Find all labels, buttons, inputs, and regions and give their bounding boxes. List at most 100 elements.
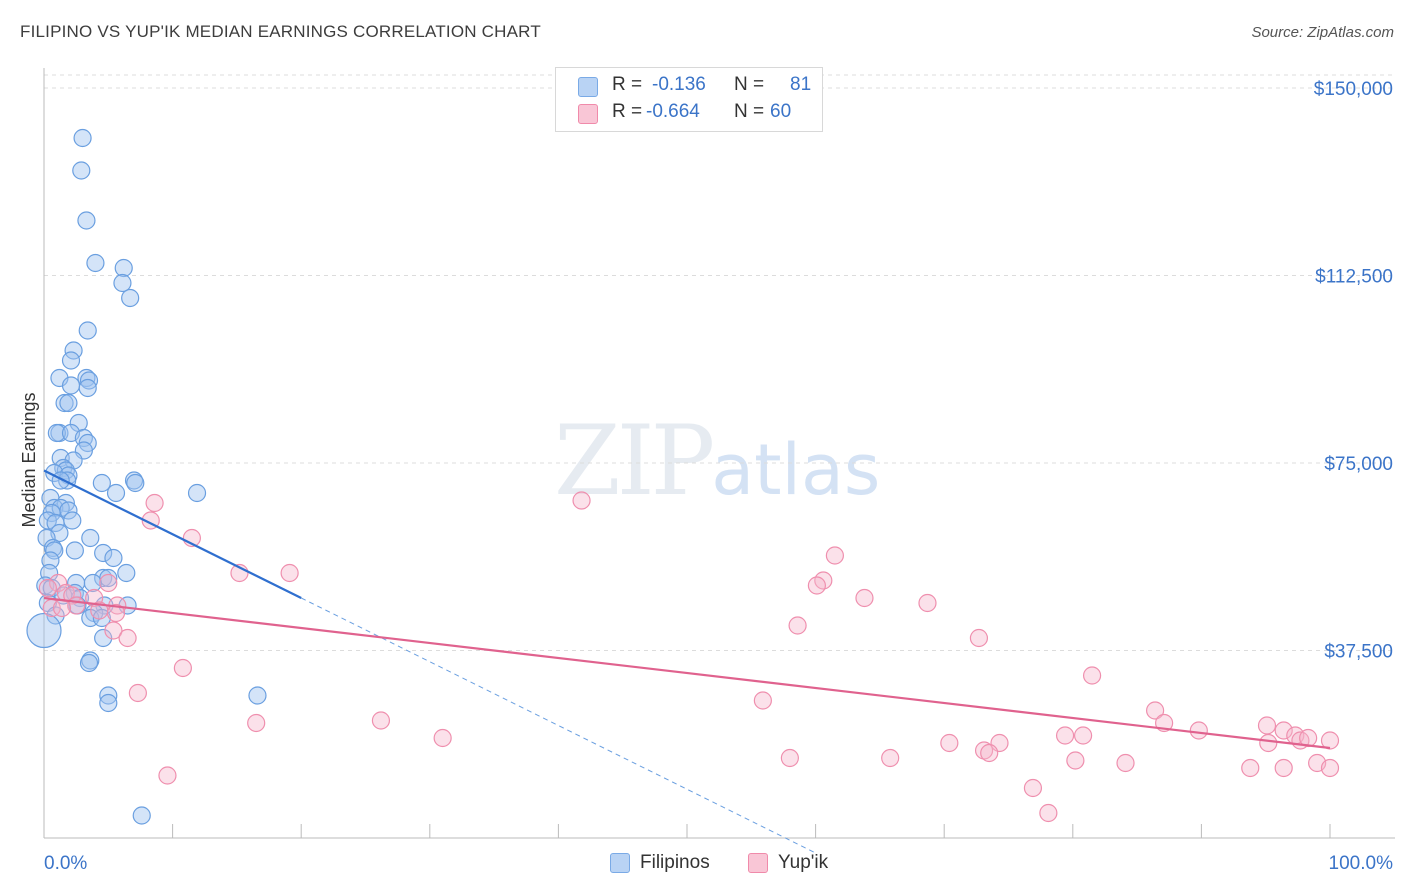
filipinos-point-35 <box>106 483 126 503</box>
filipinos-point-75 <box>94 628 113 648</box>
chart-title: FILIPINO VS YUP'IK MEDIAN EARNINGS CORRE… <box>20 22 541 41</box>
filipinos-point-36 <box>187 483 207 503</box>
yupik-point-50 <box>780 748 799 768</box>
filipinos-point-80 <box>99 693 118 713</box>
yupik-point-1 <box>145 493 164 513</box>
yupik-trend-line <box>43 596 1331 750</box>
legend-n-value: 81 <box>790 74 812 95</box>
filipinos-point-57 <box>94 568 113 588</box>
x-tick-label-0: 0.0% <box>44 853 87 874</box>
filipinos-point-15 <box>55 393 74 413</box>
yupik-point-11 <box>38 578 57 598</box>
yupik-point-10 <box>807 576 826 595</box>
legend-r-value: -0.136 <box>652 74 706 95</box>
yupik-point-23 <box>788 616 807 635</box>
x-tick-label-1: 100.0% <box>1329 853 1394 874</box>
yupik-point-37 <box>1274 721 1293 740</box>
yupik-point-4 <box>825 546 844 565</box>
yupik-point-22 <box>106 603 126 623</box>
filipinos-point-51 <box>65 541 84 560</box>
yupik-point-24 <box>104 621 123 640</box>
filipinos-point-6 <box>121 288 140 308</box>
watermark-zip: ZIP <box>554 405 715 517</box>
legend-swatch-filipinos <box>578 77 598 97</box>
yupik-point-57 <box>1320 758 1340 778</box>
yupik-point-60 <box>1039 803 1058 823</box>
filipinos-point-14 <box>78 378 97 398</box>
filipinos-point-31 <box>51 471 70 490</box>
filipinos-point-16 <box>59 393 78 413</box>
filipinos-point-0 <box>73 128 92 148</box>
bottom-legend-swatch-filipinos <box>610 853 630 873</box>
legend-n-value: 60 <box>770 101 792 122</box>
filipinos-point-19 <box>47 423 66 443</box>
filipinos-point-55 <box>117 563 136 583</box>
filipinos-point-1 <box>72 161 91 180</box>
y-tick-label-2: $112,500 <box>1315 267 1393 288</box>
yupik-point-58 <box>158 766 177 785</box>
filipinos-point-53 <box>104 548 123 568</box>
yupik-point-53 <box>1116 753 1135 773</box>
yupik-point-41 <box>1073 726 1093 745</box>
filipinos-point-5 <box>113 273 132 293</box>
filipinos-trend-line <box>43 469 302 599</box>
filipinos-point-3 <box>86 253 105 273</box>
yupik-point-0 <box>572 491 591 510</box>
yupik-point-52 <box>1066 751 1085 770</box>
yupik-point-30 <box>128 683 147 703</box>
filipinos-trend-extension <box>300 597 816 854</box>
filipinos-point-48 <box>81 528 100 548</box>
legend-r-value: -0.664 <box>646 101 700 122</box>
yupik-point-31 <box>1146 701 1165 720</box>
filipinos-point-4 <box>114 258 133 278</box>
yupik-point-25 <box>118 628 137 648</box>
y-tick-label-3: $150,000 <box>1314 79 1393 100</box>
yupik-point-6 <box>280 563 299 583</box>
filipinos-point-34 <box>126 473 145 493</box>
legend-n-label: N = <box>734 74 765 95</box>
filipinos-point-79 <box>248 686 267 705</box>
yupik-point-51 <box>881 748 900 768</box>
filipinos-point-7 <box>78 321 97 340</box>
legend-r-label: R = <box>612 74 643 95</box>
filipinos-point-12 <box>79 371 99 390</box>
bottom-legend-swatch-yupik <box>748 853 768 873</box>
y-tick-label-0: $37,500 <box>1324 642 1393 663</box>
yupik-point-36 <box>1257 716 1277 735</box>
watermark-atlas: atlas <box>711 429 881 511</box>
yupik-point-8 <box>99 573 118 593</box>
filipinos-point-33 <box>92 473 111 493</box>
yupik-point-16 <box>918 593 937 613</box>
yupik-point-15 <box>855 588 874 608</box>
filipinos-point-44 <box>63 511 82 530</box>
filipinos-point-60 <box>83 573 102 593</box>
yupik-point-39 <box>433 728 452 748</box>
filipinos-point-78 <box>99 686 118 705</box>
y-axis-label: Median Earnings <box>19 392 39 527</box>
bottom-legend-label: Yup'ik <box>778 852 829 873</box>
y-tick-label-1: $75,000 <box>1324 454 1393 475</box>
yupik-point-55 <box>1274 758 1293 778</box>
yupik-point-54 <box>1241 758 1260 778</box>
yupik-point-27 <box>173 658 192 678</box>
yupik-point-59 <box>1023 778 1043 798</box>
source-label: Source: ZipAtlas.com <box>1251 24 1394 41</box>
filipinos-point-45 <box>46 513 65 533</box>
filipinos-point-2 <box>77 211 96 230</box>
legend-n-label: N = <box>734 101 765 122</box>
filipinos-point-50 <box>45 541 64 560</box>
yupik-point-40 <box>1055 726 1075 745</box>
filipinos-point-77 <box>79 653 99 673</box>
yupik-point-28 <box>1082 666 1102 685</box>
yupik-point-47 <box>1320 731 1340 750</box>
stats-legend: R = -0.136 N = 81 R = -0.664 N = 60 <box>555 67 823 132</box>
yupik-point-35 <box>1189 721 1208 740</box>
yupik-point-26 <box>969 628 989 648</box>
legend-r-label: R = <box>612 101 643 122</box>
filipinos-point-74 <box>26 612 62 649</box>
yupik-point-7 <box>49 573 68 593</box>
filipinos-point-52 <box>94 543 113 563</box>
legend-swatch-yupik <box>578 104 598 124</box>
yupik-point-49 <box>980 743 999 763</box>
